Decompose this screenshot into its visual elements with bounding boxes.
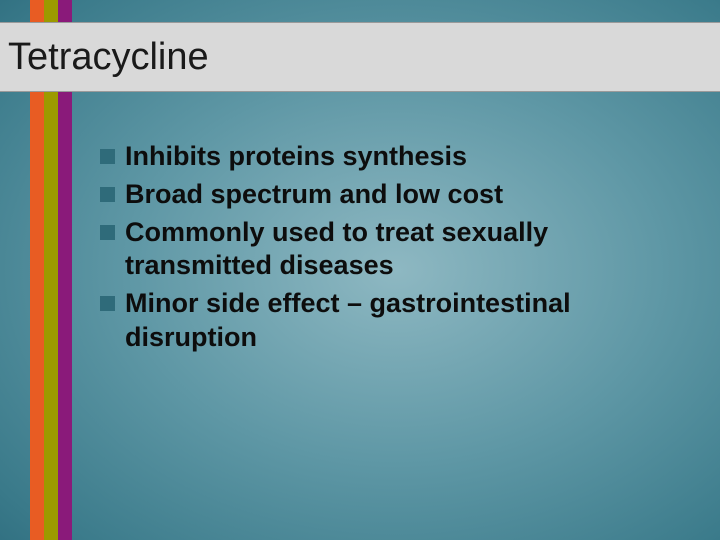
bullet-item: Commonly used to treat sexually transmit… [100,216,670,284]
bullet-item: Minor side effect – gastrointestinal dis… [100,287,670,355]
bullet-marker-icon [100,296,115,311]
bullet-item: Broad spectrum and low cost [100,178,670,212]
bullet-marker-icon [100,187,115,202]
bullet-text: Broad spectrum and low cost [125,178,503,212]
bullet-text: Commonly used to treat sexually transmit… [125,216,670,284]
bullet-item: Inhibits proteins synthesis [100,140,670,174]
bullet-text: Minor side effect – gastrointestinal dis… [125,287,670,355]
bullet-list: Inhibits proteins synthesis Broad spectr… [100,140,670,359]
bullet-marker-icon [100,149,115,164]
title-bar: Tetracycline [0,22,720,92]
bullet-marker-icon [100,225,115,240]
slide-title: Tetracycline [8,36,209,79]
bullet-text: Inhibits proteins synthesis [125,140,467,174]
